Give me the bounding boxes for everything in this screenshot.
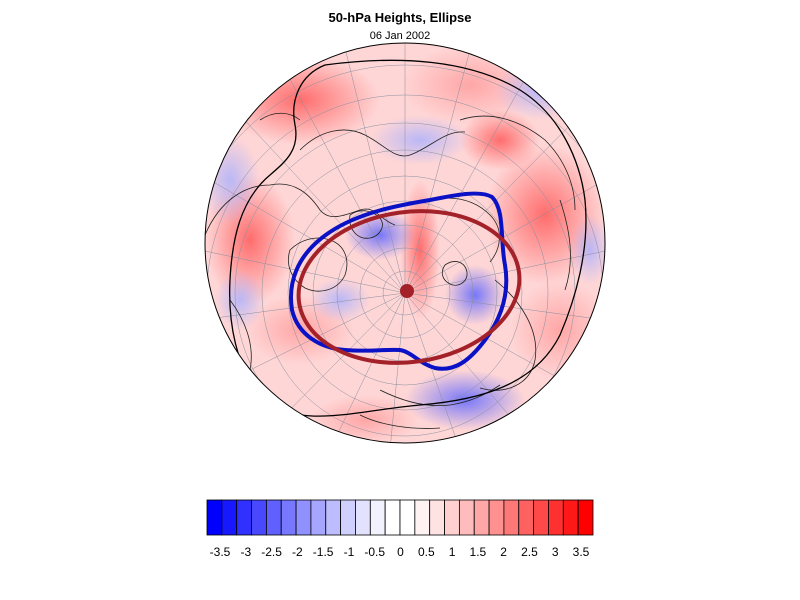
height-contour [229, 59, 587, 417]
colorbar-tick-label: 0.5 [418, 545, 435, 559]
colorbar-box [355, 499, 371, 536]
colorbar-box [533, 499, 549, 536]
figure-title: 50-hPa Heights, Ellipse [328, 10, 472, 25]
colorbar-tick-label: 2.5 [521, 545, 538, 559]
colorbar-box [236, 499, 252, 536]
colorbar-box [444, 499, 460, 536]
colorbar-box [503, 499, 520, 536]
ellipse-center [400, 284, 414, 298]
colorbar-box [577, 499, 594, 536]
colorbar-tick-label: -1.5 [313, 545, 334, 559]
colorbar-box [325, 499, 342, 536]
colorbar-box [310, 499, 327, 536]
colorbar-box [548, 499, 564, 536]
colorbar-boxes [206, 499, 594, 536]
observed-vortex-contour [289, 191, 509, 371]
colorbar-tick-label: -3 [240, 545, 251, 559]
colorbar-box [369, 499, 386, 536]
colorbar-box [488, 499, 505, 536]
colorbar-tick-label: 3.5 [573, 545, 590, 559]
colorbar-tick-label: -1 [344, 545, 355, 559]
colorbar-box [221, 499, 238, 536]
colorbar-tick-label: 1 [449, 545, 456, 559]
fitted-ellipse [296, 209, 522, 365]
colorbar-box [518, 499, 535, 536]
colorbar-box [265, 499, 282, 536]
colorbar-box [429, 499, 445, 536]
colorbar-box [251, 499, 267, 536]
colorbar-tick-label: 3 [552, 545, 559, 559]
colorbar-box [280, 499, 297, 536]
colorbar-box [458, 499, 475, 536]
anomaly-field [205, 43, 605, 443]
colorbar-tick-label: -2.5 [261, 545, 282, 559]
colorbar-box [399, 499, 416, 536]
colorbar-box [206, 499, 223, 536]
colorbar-tick-label: 1.5 [470, 545, 487, 559]
colorbar-box [473, 499, 490, 536]
globe-outline [204, 42, 606, 444]
colorbar-tick-labels: -3.5 -3 -2.5 -2 -1.5 -1 -0.5 0 0.5 1 1.5 2 2.5 3 3.5 [210, 545, 590, 559]
colorbar-tick-label: -3.5 [210, 545, 231, 559]
coastlines [205, 112, 576, 429]
colorbar-tick-label: -2 [292, 545, 303, 559]
colorbar-box [562, 499, 579, 536]
colorbar-box [295, 499, 312, 536]
colorbar-box [384, 499, 401, 536]
colorbar-tick-label: 0 [397, 545, 404, 559]
polar-map [204, 42, 606, 444]
colorbar-tick-label: 2 [500, 545, 507, 559]
colorbar-box [414, 499, 431, 536]
colorbar-box [340, 499, 356, 536]
colorbar-tick-label: -0.5 [364, 545, 385, 559]
figure-date: 06 Jan 2002 [369, 30, 431, 42]
